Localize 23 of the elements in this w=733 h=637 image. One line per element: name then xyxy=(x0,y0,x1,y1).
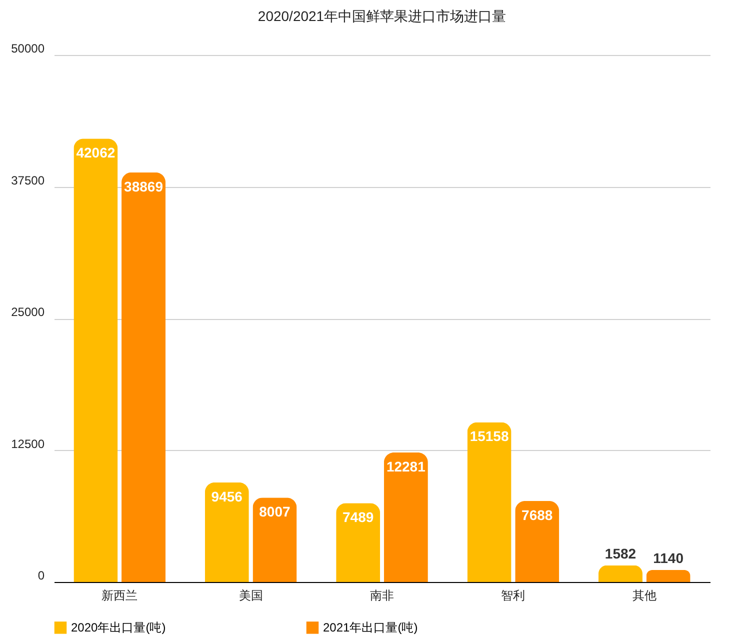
legend-label: 2021年出口量(吨) xyxy=(323,620,418,635)
data-label: 9456 xyxy=(211,488,243,504)
x-tick-label: 其他 xyxy=(632,588,656,602)
data-label: 7489 xyxy=(342,509,374,526)
y-tick-label: 37500 xyxy=(11,173,45,188)
data-label: 38869 xyxy=(124,178,164,194)
x-tick-label: 南非 xyxy=(370,588,394,602)
legend-label: 2020年出口量(吨) xyxy=(71,620,166,635)
data-label: 15158 xyxy=(470,428,509,444)
x-tick-label: 新西兰 xyxy=(102,588,138,602)
data-label: 12281 xyxy=(386,458,426,475)
x-tick-label: 智利 xyxy=(501,588,526,602)
data-label: 7688 xyxy=(522,506,553,523)
data-label: 1140 xyxy=(653,550,684,566)
data-label: 1582 xyxy=(604,545,636,562)
y-tick-label: 25000 xyxy=(11,305,45,319)
chart-title: 2020/2021年中国鲜苹果进口市场进口量 xyxy=(258,8,506,24)
y-tick-label: 0 xyxy=(38,568,45,582)
y-tick-label: 12500 xyxy=(11,436,45,451)
y-tick-label: 50000 xyxy=(11,42,45,56)
x-tick-label: 美国 xyxy=(238,588,263,602)
data-label: 42062 xyxy=(76,144,116,161)
data-label: 8007 xyxy=(259,504,290,520)
